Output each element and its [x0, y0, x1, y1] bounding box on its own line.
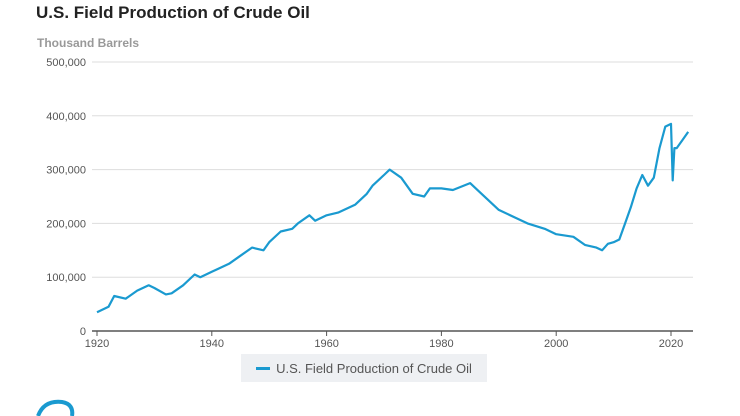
y-tick-label: 100,000: [46, 272, 86, 284]
x-tick-label: 1980: [429, 338, 453, 350]
y-tick-label: 200,000: [46, 218, 86, 230]
y-tick-label: 400,000: [46, 111, 86, 123]
x-tick-label: 1940: [200, 338, 224, 350]
x-tick-label: 1960: [314, 338, 338, 350]
x-tick-label: 1920: [85, 338, 109, 350]
y-axis-label: Thousand Barrels: [37, 36, 140, 50]
legend[interactable]: U.S. Field Production of Crude Oil: [241, 354, 487, 382]
series-line: [96, 122, 690, 314]
legend-swatch: [256, 366, 271, 370]
x-tick-label: 2020: [659, 338, 683, 350]
legend-label: U.S. Field Production of Crude Oil: [276, 360, 472, 376]
chart-title: U.S. Field Production of Crude Oil: [36, 3, 310, 22]
y-tick-label: 0: [80, 326, 86, 338]
x-tick-label: 2000: [544, 338, 568, 350]
y-tick-label: 500,000: [46, 57, 86, 69]
y-tick-label: 300,000: [46, 165, 86, 177]
logo-icon: [36, 399, 75, 416]
